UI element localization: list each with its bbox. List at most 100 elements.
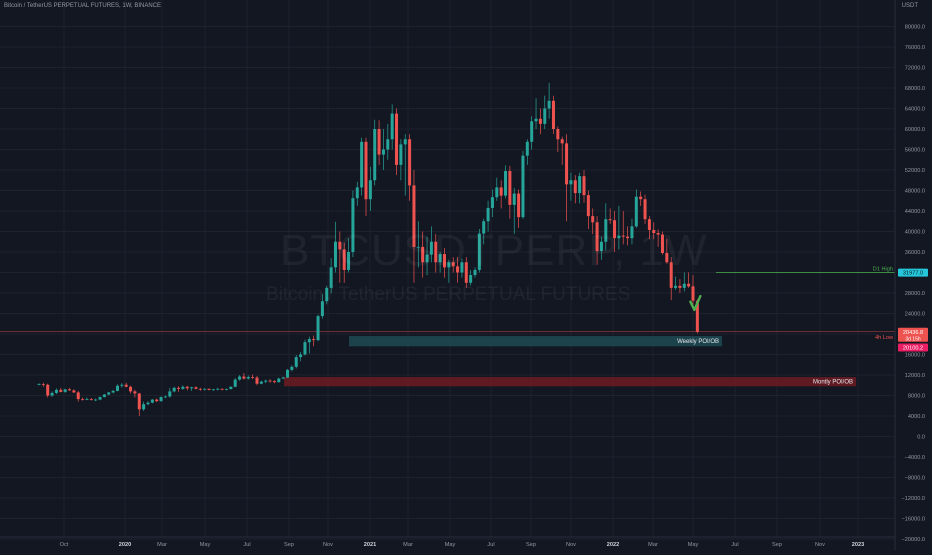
candle-body xyxy=(556,129,560,140)
candle-body xyxy=(329,267,333,288)
candle-body xyxy=(98,397,102,400)
candle-body xyxy=(538,118,542,124)
candle-body xyxy=(482,221,486,234)
candle-body xyxy=(238,376,242,380)
candle-body xyxy=(325,287,329,302)
x-tick-label: Nov xyxy=(815,542,825,548)
candle-body xyxy=(442,254,446,268)
candle-body xyxy=(674,285,678,288)
candle-body xyxy=(578,176,582,194)
y-tick-label: 0.0 xyxy=(917,435,925,441)
x-tick-label: 2021 xyxy=(364,542,376,548)
candle-body xyxy=(447,262,451,268)
candle-body xyxy=(264,380,268,382)
x-tick-label: 2022 xyxy=(607,542,619,548)
candle-body xyxy=(547,100,551,109)
candle-body xyxy=(464,262,468,283)
candle-body xyxy=(451,262,455,267)
y-tick-label: −8000.0 xyxy=(905,476,925,482)
candle-body xyxy=(190,387,194,389)
candle-body xyxy=(286,369,290,378)
y-tick-label: 68000.0 xyxy=(905,86,925,92)
candle-body xyxy=(155,399,159,402)
candle-body xyxy=(512,193,516,205)
y-tick-label: 16000.0 xyxy=(905,353,925,359)
candle-body xyxy=(438,254,442,263)
x-tick-label: Oct xyxy=(60,542,69,548)
x-tick-label: Jul xyxy=(731,542,738,548)
candle-body xyxy=(490,197,494,208)
candle-body xyxy=(665,253,669,263)
candle-body xyxy=(682,283,686,288)
candle-body xyxy=(360,141,364,188)
candle-body xyxy=(687,283,691,287)
x-tick-label: Sep xyxy=(526,542,536,548)
candle-body xyxy=(586,195,590,217)
candle-body xyxy=(54,389,58,393)
y-tick-label: 28000.0 xyxy=(905,291,925,297)
candle-body xyxy=(626,236,630,239)
candle-body xyxy=(569,180,573,185)
y-tick-label: 72000.0 xyxy=(905,66,925,72)
candle-body xyxy=(660,234,664,254)
y-tick-label: 52000.0 xyxy=(905,168,925,174)
candle-body xyxy=(573,180,577,194)
candle-body xyxy=(364,141,368,200)
countdown-text: 3d 15h xyxy=(905,336,921,342)
candle-body xyxy=(517,193,521,218)
candle-body xyxy=(316,316,320,341)
y-tick-label: 76000.0 xyxy=(905,45,925,51)
poi-zone-label: Weekly POI/OB xyxy=(677,339,719,345)
candle-body xyxy=(255,377,259,384)
x-tick-label: 2020 xyxy=(119,542,131,548)
candle-body xyxy=(89,399,93,400)
candle-body xyxy=(599,241,603,251)
x-tick-label: Mar xyxy=(648,542,658,548)
y-tick-label: 12000.0 xyxy=(905,373,925,379)
poi-zone-label: Montly POI/OB xyxy=(813,380,853,386)
candle-body xyxy=(530,121,534,142)
marker-layer xyxy=(689,294,702,312)
candle-body xyxy=(150,399,154,403)
x-tick-label: Nov xyxy=(323,542,333,548)
candle-body xyxy=(377,129,381,155)
x-tick-label: Jul xyxy=(487,542,494,548)
candle-body xyxy=(425,254,429,263)
candle-body xyxy=(46,384,50,396)
last-price-text: 20436.8 xyxy=(903,330,923,336)
candle-body xyxy=(41,384,45,386)
x-tick-label: Nov xyxy=(566,542,576,548)
x-tick-label: Jul xyxy=(243,542,250,548)
candle-body xyxy=(294,357,298,367)
y-tick-label: 64000.0 xyxy=(905,107,925,113)
y-tick-label: 56000.0 xyxy=(905,148,925,154)
candle-body xyxy=(268,380,272,382)
symbol-header[interactable]: Bitcoin / TetherUS PERPETUAL FUTURES, 1W… xyxy=(4,3,162,9)
candle-body xyxy=(185,386,189,389)
candle-body xyxy=(421,246,425,263)
candle-body xyxy=(386,139,390,150)
x-tick-label: 2023 xyxy=(852,542,864,548)
candle-body xyxy=(595,222,599,251)
x-axis[interactable]: Oct 2020 Mar May Jul Sep Nov 2021 Mar May Jul Sep No… xyxy=(60,542,865,548)
candle-body xyxy=(259,381,263,384)
candle-body xyxy=(115,385,119,391)
candle-body xyxy=(198,388,202,390)
candle-body xyxy=(320,301,324,317)
candle-body xyxy=(429,241,433,255)
candle-body xyxy=(390,113,394,140)
candle-body xyxy=(395,113,399,165)
candle-body xyxy=(525,141,529,156)
candle-body xyxy=(137,393,141,410)
candle-body xyxy=(142,404,146,410)
x-tick-label: May xyxy=(688,542,699,548)
y-axis[interactable]: 80000.0 76000.0 72000.0 68000.0 64000.0 60000… xyxy=(902,25,926,544)
d1-high-price-box xyxy=(898,268,928,277)
candle-body xyxy=(473,269,477,276)
candle-body xyxy=(220,388,224,390)
candle-body xyxy=(508,171,512,205)
candle-body xyxy=(272,381,276,383)
candle-body xyxy=(582,176,586,196)
